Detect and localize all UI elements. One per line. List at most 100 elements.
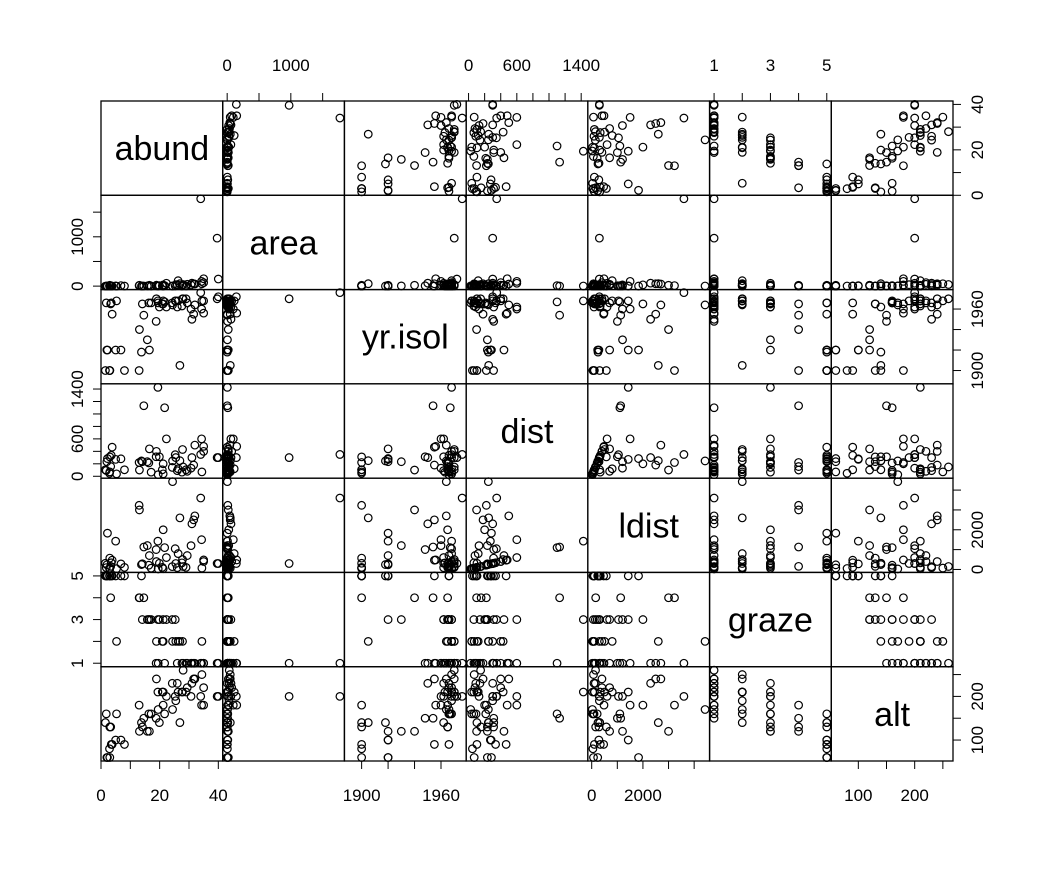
point <box>709 713 719 723</box>
point <box>921 551 931 560</box>
point <box>865 465 875 475</box>
point <box>223 713 233 723</box>
point <box>651 309 661 319</box>
point <box>602 615 612 624</box>
y-tick-label: 0 <box>68 472 87 481</box>
point <box>162 553 171 562</box>
point <box>473 131 483 140</box>
point <box>589 184 598 193</box>
point <box>589 670 598 679</box>
panel-border <box>708 194 832 291</box>
point <box>709 274 719 284</box>
point <box>284 294 294 304</box>
point <box>144 726 154 736</box>
x-tick-label: 100 <box>844 786 872 805</box>
point <box>472 718 482 727</box>
point <box>153 298 163 308</box>
point <box>443 525 453 535</box>
point <box>605 615 615 624</box>
point <box>189 309 199 319</box>
point <box>467 178 477 188</box>
point <box>449 147 459 157</box>
point <box>822 744 832 754</box>
point <box>634 454 643 463</box>
point <box>335 113 345 123</box>
point <box>766 467 775 477</box>
point <box>447 687 456 697</box>
point <box>915 558 925 568</box>
point <box>223 175 233 185</box>
point <box>439 718 449 727</box>
point <box>822 345 832 355</box>
x-tick-label: 1960 <box>422 786 460 805</box>
point <box>766 158 775 168</box>
point <box>842 281 852 291</box>
point <box>470 124 480 133</box>
point <box>466 705 476 714</box>
point <box>887 458 897 468</box>
point <box>363 718 373 727</box>
point <box>831 184 841 193</box>
point <box>899 142 908 152</box>
point <box>501 571 511 581</box>
point <box>488 274 498 284</box>
point <box>488 519 498 529</box>
point <box>144 615 154 624</box>
point <box>199 296 209 306</box>
point <box>938 636 948 646</box>
point <box>170 691 180 701</box>
point <box>766 299 775 309</box>
point <box>162 615 171 624</box>
point <box>910 233 920 243</box>
point <box>471 709 481 719</box>
point <box>197 434 206 444</box>
point <box>646 678 656 688</box>
point <box>927 131 936 141</box>
point <box>709 308 719 318</box>
point <box>357 722 367 732</box>
y-tick-label: 0 <box>968 565 987 574</box>
point <box>612 316 622 326</box>
point <box>848 442 858 452</box>
point <box>910 113 920 123</box>
variable-label: abund <box>115 130 210 168</box>
point <box>449 636 459 646</box>
point <box>794 700 804 710</box>
point <box>512 112 522 122</box>
point <box>410 726 419 736</box>
point <box>498 555 508 564</box>
point <box>915 636 925 646</box>
point <box>226 453 236 462</box>
point <box>489 713 499 723</box>
point <box>439 434 449 444</box>
point <box>168 477 177 487</box>
point <box>436 691 446 701</box>
point <box>429 571 439 581</box>
point <box>486 175 496 185</box>
point <box>595 718 605 727</box>
y-tick-label: 1400 <box>68 370 87 408</box>
point <box>223 153 233 163</box>
point <box>927 658 936 668</box>
point <box>904 296 914 306</box>
panel-border <box>465 666 589 762</box>
point <box>709 683 719 693</box>
point <box>196 493 206 503</box>
point <box>383 528 393 538</box>
point <box>175 513 185 523</box>
point <box>492 288 502 298</box>
point <box>473 636 483 646</box>
point <box>152 294 161 304</box>
point <box>187 278 197 288</box>
point <box>173 549 183 558</box>
point <box>383 559 393 569</box>
point <box>737 687 747 697</box>
variable-label: graze <box>728 602 813 640</box>
point <box>853 179 863 189</box>
point <box>607 296 617 306</box>
point <box>485 536 495 546</box>
x-tick-label: 1400 <box>562 56 600 75</box>
point <box>175 361 185 370</box>
point <box>225 551 234 560</box>
point <box>904 636 914 646</box>
